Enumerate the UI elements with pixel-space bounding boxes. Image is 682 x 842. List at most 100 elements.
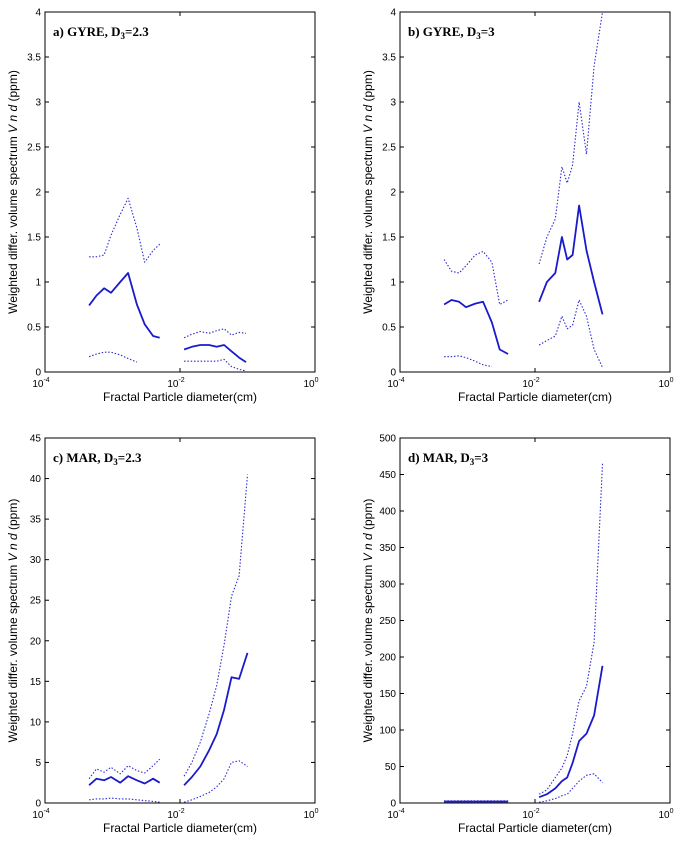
x-tick-exponent: -2 [533, 808, 539, 815]
x-tick-exponent: -2 [178, 808, 184, 815]
y-label-unit: (ppm) [361, 499, 375, 534]
x-tick-exponent: -2 [178, 377, 184, 384]
y-tick-label: 3 [390, 98, 396, 109]
y-tick-label: 250 [379, 616, 396, 627]
y-axis-label: Weighted differ. volume spectrum V n d (… [361, 499, 375, 743]
y-tick-label: 0 [390, 799, 396, 810]
series-upper-line-0 [89, 197, 161, 263]
x-tick-base: 10 [303, 810, 315, 821]
x-tick-exponent: -2 [533, 377, 539, 384]
series-mean-line-0 [443, 299, 509, 355]
series-upper-line-1 [538, 463, 604, 795]
plot-frame [44, 11, 316, 373]
y-tick-label: 1.5 [27, 233, 41, 244]
x-tick-label: 10-4 [387, 377, 404, 390]
x-axis-label: Fractal Particle diameter(cm) [103, 390, 257, 404]
panel-title-text: c) MAR, D [53, 450, 113, 465]
y-label-unit: (ppm) [361, 70, 375, 105]
x-tick-exponent: 0 [670, 377, 674, 384]
series-lower-line-0 [444, 355, 493, 368]
y-tick-label: 45 [30, 434, 42, 445]
x-tick-base: 10 [658, 810, 670, 821]
y-label-text: Weighted differ. volume spectrum [361, 133, 375, 314]
panel-title-value: =2.3 [125, 24, 149, 39]
panel-title-subscript: 3 [476, 31, 481, 41]
y-tick-label: 400 [379, 507, 396, 518]
y-tick-label: 20 [30, 636, 42, 647]
y-label-variable: V n d [361, 105, 375, 133]
panel-title: b) GYRE, D3=3 [408, 24, 495, 41]
y-tick-label: 0 [35, 799, 41, 810]
y-axis-label: Weighted differ. volume spectrum V n d (… [361, 70, 375, 314]
series-mean-line-0 [88, 775, 161, 786]
series-lower-line-0 [88, 351, 138, 363]
series-upper-line-1 [538, 11, 604, 265]
y-tick-label: 3.5 [27, 53, 41, 64]
panel-title: d) MAR, D3=3 [408, 450, 489, 467]
y-tick-label: 150 [379, 689, 396, 700]
y-tick-label: 2.5 [27, 143, 41, 154]
panel-title-text: b) GYRE, D [408, 24, 476, 39]
x-tick-label: 10-2 [167, 808, 184, 821]
y-tick-label: 0.5 [382, 323, 396, 334]
series-mean-line-0 [88, 272, 160, 339]
y-tick-label: 4 [390, 8, 396, 19]
x-tick-label: 100 [658, 377, 673, 390]
x-tick-label: 100 [303, 377, 318, 390]
x-axis-label: Fractal Particle diameter(cm) [458, 821, 612, 835]
series-mean-line-1 [183, 652, 249, 786]
x-tick-base: 10 [522, 379, 534, 390]
y-tick-label: 2 [390, 188, 396, 199]
x-tick-label: 10-2 [522, 808, 539, 821]
y-label-text: Weighted differ. volume spectrum [6, 133, 20, 314]
series-upper-line-1 [183, 474, 249, 777]
x-tick-base: 10 [167, 810, 179, 821]
panel-title-value: =2.3 [118, 450, 142, 465]
series-upper-line-1 [183, 328, 247, 339]
y-tick-label: 40 [30, 474, 42, 485]
y-tick-label: 3.5 [382, 53, 396, 64]
x-tick-label: 10-2 [522, 377, 539, 390]
plot-frame [399, 437, 671, 804]
y-label-unit: (ppm) [6, 499, 20, 534]
y-tick-label: 35 [30, 515, 42, 526]
x-tick-exponent: 0 [315, 377, 319, 384]
x-tick-base: 10 [32, 810, 44, 821]
y-tick-label: 15 [30, 677, 42, 688]
y-label-variable: V n d [6, 533, 20, 561]
series-lower-line-0 [89, 797, 160, 803]
y-tick-label: 350 [379, 543, 396, 554]
series-mean-line-1 [538, 204, 604, 315]
x-tick-base: 10 [167, 379, 179, 390]
series-lower-line-1 [183, 760, 248, 803]
y-tick-label: 450 [379, 470, 396, 481]
series-lower-line-1 [184, 358, 247, 372]
panel-title-subscript: 3 [470, 457, 475, 467]
y-tick-label: 2 [35, 188, 41, 199]
x-tick-base: 10 [32, 379, 44, 390]
y-tick-label: 100 [379, 726, 396, 737]
series-lower-line-1 [538, 299, 603, 368]
series-mean-line-1 [538, 665, 604, 799]
y-tick-label: 50 [385, 762, 397, 773]
series-upper-line-0 [443, 250, 509, 306]
y-tick-label: 1 [390, 278, 396, 289]
y-tick-label: 1 [35, 278, 41, 289]
x-axis-label: Fractal Particle diameter(cm) [458, 390, 612, 404]
y-tick-label: 0 [35, 368, 41, 379]
x-tick-exponent: -4 [398, 377, 404, 384]
x-tick-exponent: 0 [315, 808, 319, 815]
y-tick-label: 200 [379, 653, 396, 664]
x-tick-base: 10 [658, 379, 670, 390]
x-tick-exponent: -4 [398, 808, 404, 815]
series-upper-line-0 [88, 758, 161, 780]
x-tick-label: 100 [658, 808, 673, 821]
panel-title-text: a) GYRE, D [53, 24, 121, 39]
series-lower-line-1 [538, 773, 603, 803]
y-tick-label: 300 [379, 580, 396, 591]
y-label-unit: (ppm) [6, 70, 20, 105]
y-label-text: Weighted differ. volume spectrum [361, 561, 375, 742]
